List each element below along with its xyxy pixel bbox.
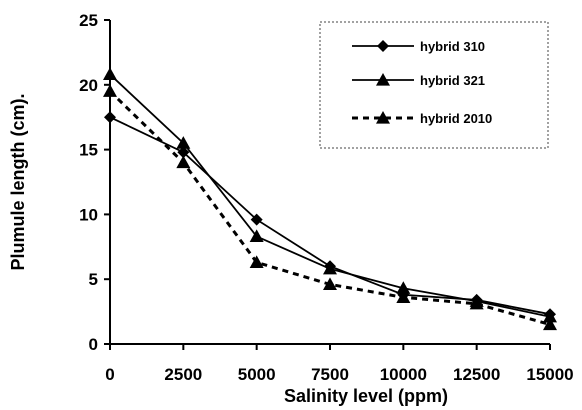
x-tick-label: 15000 xyxy=(526,365,573,384)
legend-label: hybrid 310 xyxy=(420,39,485,54)
series-layer xyxy=(103,67,557,331)
data-point xyxy=(469,296,484,310)
data-point xyxy=(103,84,117,97)
data-point xyxy=(396,290,411,303)
x-tick-label: 5000 xyxy=(238,365,276,384)
legend-box xyxy=(319,21,549,149)
y-ticks: 0 5 10 15 20 25 xyxy=(79,11,110,354)
y-tick-label: 15 xyxy=(79,141,98,160)
data-point xyxy=(104,111,116,124)
data-point xyxy=(103,67,117,81)
y-tick-label: 0 xyxy=(89,335,98,354)
data-point xyxy=(176,136,191,149)
data-point xyxy=(323,277,337,290)
y-axis-title: Plumule length (cm). xyxy=(8,93,28,270)
x-ticks: 0 2500 5000 7500 10000 12500 15000 xyxy=(105,344,574,384)
y-tick-label: 10 xyxy=(79,205,98,224)
x-tick-label: 2500 xyxy=(164,365,202,384)
data-point xyxy=(176,155,191,169)
y-tick-label: 20 xyxy=(79,76,98,95)
x-tick-label: 10000 xyxy=(380,365,427,384)
series-hybrid-2010 xyxy=(103,84,557,331)
y-tick-label: 5 xyxy=(89,270,98,289)
x-tick-label: 7500 xyxy=(311,365,349,384)
y-tick-label: 25 xyxy=(79,11,98,30)
data-point xyxy=(396,281,411,294)
legend-marker xyxy=(376,73,390,86)
legend-label: hybrid 321 xyxy=(420,73,485,88)
legend-marker xyxy=(376,111,390,124)
data-point xyxy=(323,261,337,275)
x-tick-label: 0 xyxy=(105,365,114,384)
legend-marker xyxy=(377,40,389,52)
data-point xyxy=(249,255,264,268)
x-tick-label: 12500 xyxy=(453,365,500,384)
data-point xyxy=(543,309,557,323)
legend: hybrid 310 hybrid 321 hybrid 2010 xyxy=(319,21,549,149)
x-axis-title: Salinity level (ppm) xyxy=(284,386,448,406)
data-point xyxy=(249,229,264,243)
data-point xyxy=(250,213,263,226)
data-point xyxy=(177,146,190,159)
data-point xyxy=(543,317,557,331)
legend-label: hybrid 2010 xyxy=(420,111,492,126)
